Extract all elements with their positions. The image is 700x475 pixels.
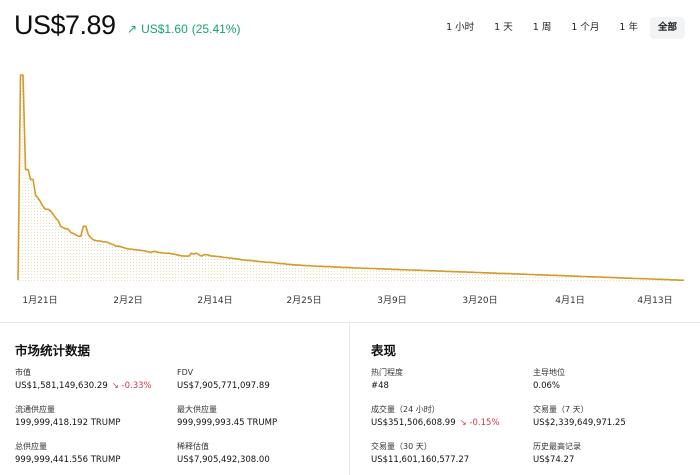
volume-24h-value: US$351,506,608.99 (371, 418, 456, 428)
stat-label: 最大供应量 (177, 405, 217, 414)
range-1d-button[interactable]: 1 天 (494, 22, 513, 33)
x-tick-label: 1月21日 (22, 295, 57, 306)
stat-value: US$74.27 (533, 455, 575, 465)
time-range-selector: 1 小时 1 天 1 周 1 个月 1 年 全部 (438, 17, 685, 39)
stat-volume-24h: 成交量（24 小时） US$351,506,608.99 ↘ -0.15% (371, 404, 500, 429)
stat-max-supply: 最大供应量 999,999,993.45 TRUMP (177, 404, 277, 429)
stat-value: US$351,506,608.99 ↘ -0.15% (371, 417, 500, 429)
change-value: US$1.60 (141, 22, 188, 36)
stat-circulating-supply: 流通供应量 199,999,418.192 TRUMP (15, 404, 120, 429)
range-1w-button[interactable]: 1 周 (532, 22, 552, 33)
stat-value: 999,999,993.45 TRUMP (177, 418, 278, 428)
price-chart[interactable]: 1月21日 2月2日 2月14日 2月25日 3月9日 3月20日 4月1日 4月13日 (0, 0, 700, 315)
stat-label: 流通供应量 (15, 405, 55, 414)
stat-all-time-high: 历史最高记录 US$74.27 (533, 441, 581, 466)
stat-value: 199,999,418.192 TRUMP (15, 418, 121, 428)
x-tick-label: 4月13日 (637, 295, 672, 306)
stat-value: 999,999,441.556 TRUMP (15, 455, 121, 465)
x-tick-label: 3月9日 (377, 295, 406, 306)
stat-label: 主导地位 (533, 368, 565, 377)
stat-label: 交易量（7 天） (533, 405, 589, 414)
stat-label: FDV (177, 368, 194, 377)
x-tick-label: 2月14日 (197, 295, 232, 306)
range-1m-button[interactable]: 1 个月 (571, 22, 600, 33)
price-change: ↗ US$1.60 (25.41%) (127, 22, 240, 36)
x-tick-label: 2月25日 (286, 295, 321, 306)
stat-value: US$1,581,149,630.29 ↘ -0.33% (15, 380, 152, 392)
chart-area-fill (18, 75, 684, 283)
stat-label: 热门程度 (371, 368, 403, 377)
stat-label: 总供应量 (15, 442, 47, 451)
stat-popularity: 热门程度 #48 (371, 367, 403, 392)
stat-label: 市值 (15, 368, 31, 377)
market-stats-title: 市场统计数据 (15, 343, 91, 358)
stat-value: US$2,339,649,971.25 (533, 418, 626, 428)
stat-label: 交易量（30 天） (371, 442, 432, 451)
market-cap-change: ↘ -0.33% (111, 381, 152, 391)
x-tick-label: 2月2日 (113, 295, 142, 306)
change-percent: (25.41%) (191, 22, 241, 36)
stat-label: 历史最高记录 (533, 442, 581, 451)
price-value: US$7.89 (14, 10, 116, 40)
stat-volume-30d: 交易量（30 天） US$11,601,160,577.27 (371, 441, 469, 466)
up-arrow-icon: ↗ (127, 22, 138, 36)
market-cap-value: US$1,581,149,630.29 (15, 381, 108, 391)
range-1h-button[interactable]: 1 小时 (446, 22, 475, 33)
section-divider (0, 322, 700, 323)
range-1y-button[interactable]: 1 年 (619, 22, 638, 33)
stat-dominance: 主导地位 0.06% (533, 367, 565, 392)
stat-value: US$7,905,492,308.00 (177, 455, 270, 465)
stat-fdv: FDV US$7,905,771,097.89 (177, 367, 270, 392)
stat-value: US$7,905,771,097.89 (177, 381, 270, 391)
stat-value: #48 (371, 381, 389, 391)
stat-diluted-valuation: 稀释估值 US$7,905,492,308.00 (177, 441, 270, 466)
performance-title: 表现 (371, 343, 397, 358)
stat-total-supply: 总供应量 999,999,441.556 TRUMP (15, 441, 120, 466)
stat-volume-7d: 交易量（7 天） US$2,339,649,971.25 (533, 404, 626, 429)
stat-market-cap: 市值 US$1,581,149,630.29 ↘ -0.33% (15, 367, 152, 392)
stat-value: 0.06% (533, 381, 561, 391)
column-divider (349, 322, 350, 475)
stat-label: 稀释估值 (177, 442, 209, 451)
x-tick-label: 3月20日 (462, 295, 497, 306)
x-axis: 1月21日 2月2日 2月14日 2月25日 3月9日 3月20日 4月1日 4月13日 (22, 295, 672, 306)
x-tick-label: 4月1日 (555, 295, 584, 306)
stat-label: 成交量（24 小时） (371, 405, 440, 414)
volume-24h-change: ↘ -0.15% (459, 418, 500, 428)
stat-value: US$11,601,160,577.27 (371, 455, 470, 465)
chart-price-line (17, 74, 684, 281)
range-all-button[interactable]: 全部 (649, 17, 685, 39)
